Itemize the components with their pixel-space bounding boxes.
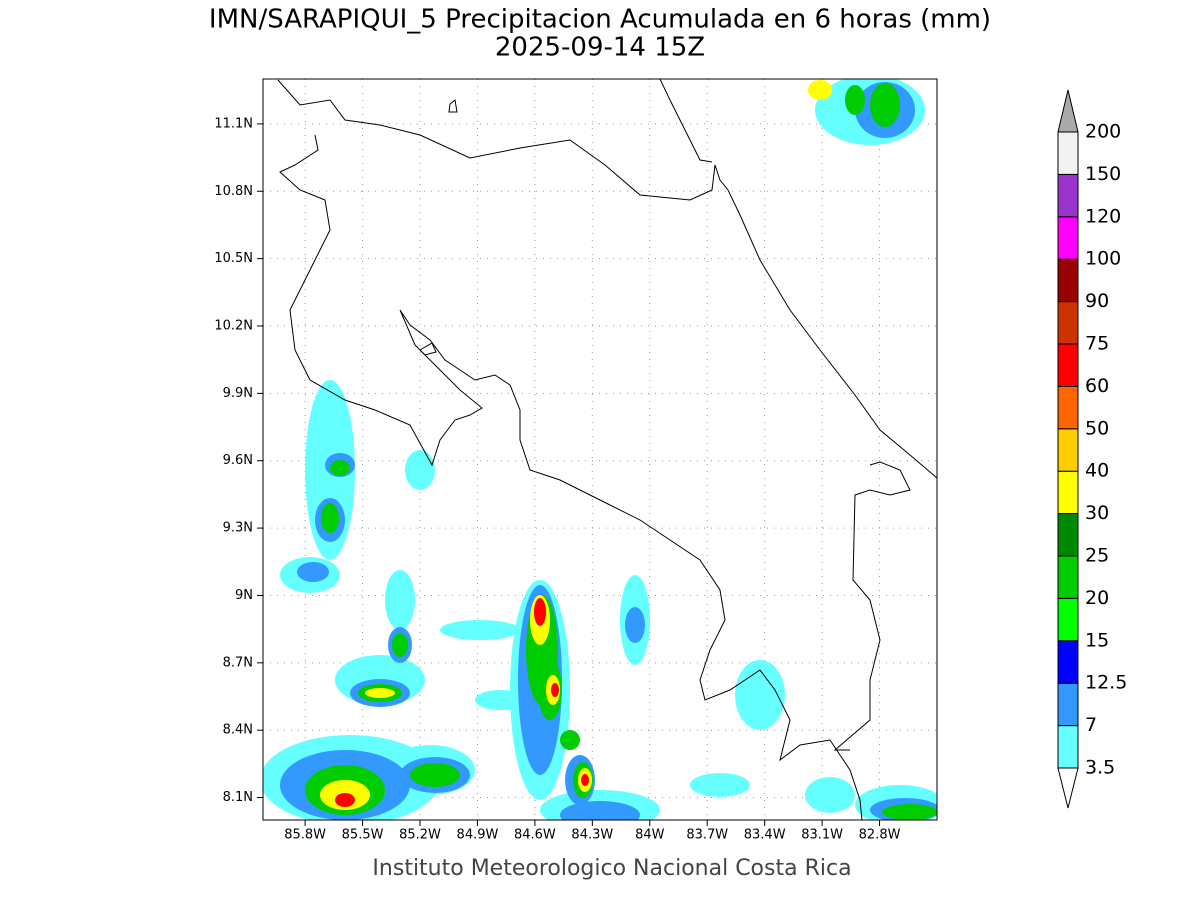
colorbar-label: 120 — [1085, 205, 1121, 227]
axis-ticks: 85.8W 85.5W 85.2W 84.9W 84.6W 84.3W 84W 83.7W 83… — [214, 116, 900, 842]
colorbar-label: 12.5 — [1085, 672, 1127, 694]
grid — [263, 79, 937, 820]
colorbar-label: 30 — [1085, 502, 1109, 524]
x-tick-label: 85.8W — [284, 828, 326, 843]
colorbar-swatch — [1057, 513, 1079, 557]
x-tick-label: 84.9W — [457, 828, 499, 843]
colorbar-label: 3.5 — [1085, 757, 1115, 779]
y-tick-label: 11.1N — [214, 116, 253, 131]
y-tick-label: 10.8N — [214, 184, 253, 199]
title: IMN/SARAPIQUI_5 Precipitacion Acumulada … — [209, 5, 991, 35]
colorbar-swatch — [1057, 428, 1079, 472]
colorbar-label: 25 — [1085, 545, 1109, 567]
y-tick-label: 10.2N — [214, 319, 253, 334]
colorbar-swatch — [1057, 385, 1079, 430]
y-tick-label: 10.5N — [214, 251, 253, 266]
colorbar-label: 200 — [1085, 121, 1121, 143]
colorbar-swatch — [1057, 258, 1079, 303]
colorbar-swatch — [1057, 343, 1079, 387]
x-tick-label: 83.4W — [744, 828, 786, 843]
y-tick-label: 9.6N — [223, 453, 253, 468]
colorbar-over — [1057, 89, 1079, 133]
colorbar-swatch — [1057, 470, 1079, 515]
colorbar-swatch — [1057, 640, 1079, 684]
colorbar-swatch — [1057, 216, 1079, 260]
y-tick-label: 8.1N — [223, 790, 253, 805]
x-tick-label: 85.5W — [342, 828, 384, 843]
colorbar-under — [1057, 767, 1079, 809]
colorbar-swatch — [1057, 555, 1079, 599]
x-tick-label: 83.7W — [686, 828, 728, 843]
colorbar-swatch — [1057, 131, 1079, 175]
x-tick-label: 84.3W — [571, 828, 613, 843]
y-tick-label: 8.7N — [223, 655, 253, 670]
x-tick-label: 83.1W — [801, 828, 843, 843]
y-tick-label: 9N — [235, 588, 253, 603]
subtitle: 2025-09-14 15Z — [495, 33, 705, 63]
y-tick-label: 8.4N — [223, 723, 253, 738]
precip-field — [263, 79, 937, 820]
y-tick-label: 9.3N — [223, 521, 253, 536]
x-tick-label: 82.8W — [859, 828, 901, 843]
coastlines — [277, 79, 937, 820]
colorbar-swatch — [1057, 597, 1079, 642]
x-tick-label: 84.6W — [514, 828, 556, 843]
footer: Instituto Meteorologico Nacional Costa R… — [372, 856, 851, 881]
map-frame — [262, 78, 938, 821]
colorbar-label: 60 — [1085, 375, 1109, 397]
x-tick-label: 85.2W — [399, 828, 441, 843]
y-tick-label: 9.9N — [223, 386, 253, 401]
colorbar-label: 7 — [1085, 714, 1097, 736]
colorbar-swatch — [1057, 725, 1079, 769]
colorbar-label: 150 — [1085, 163, 1121, 185]
colorbar-swatch — [1057, 301, 1079, 345]
colorbar-label: 75 — [1085, 333, 1109, 355]
colorbar-label: 90 — [1085, 290, 1109, 312]
colorbar-label: 100 — [1085, 248, 1121, 270]
colorbar-swatch — [1057, 173, 1079, 218]
colorbar-swatch — [1057, 682, 1079, 727]
colorbar-label: 15 — [1085, 629, 1109, 651]
colorbar: 3.5 7 12.5 15 20 25 30 40 50 60 75 90 100 120 150 200 — [1057, 89, 1127, 809]
colorbar-label: 20 — [1085, 587, 1109, 609]
colorbar-label: 40 — [1085, 460, 1109, 482]
x-tick-label: 84W — [635, 828, 665, 843]
colorbar-label: 50 — [1085, 417, 1109, 439]
